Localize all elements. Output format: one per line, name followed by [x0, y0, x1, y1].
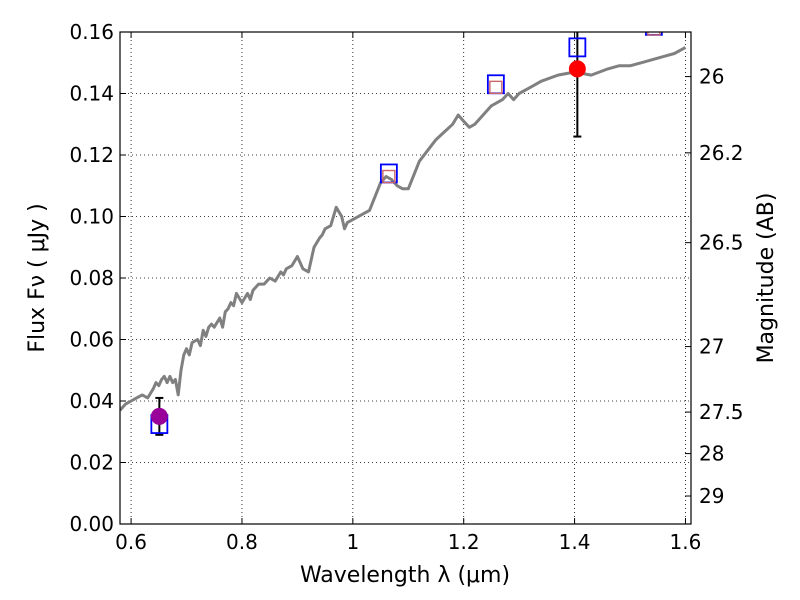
y-tick-label: 0.12	[69, 143, 114, 167]
plot-area	[120, 32, 687, 436]
y-tick-label: 0.10	[69, 205, 114, 229]
y-tick-label: 0.04	[69, 389, 114, 413]
grid-lines	[120, 31, 691, 525]
detection-point	[568, 60, 586, 78]
y-tick-label: 0.14	[69, 82, 114, 106]
y-axis-label: Flux Fν ( μJy )	[25, 203, 50, 352]
y-tick-label: 0.16	[69, 20, 114, 44]
upper-limit-marker	[647, 32, 661, 36]
x-axis-label: Wavelength λ (μm)	[300, 563, 510, 588]
right-tick-label: 29	[699, 484, 724, 508]
right-tick-label: 27	[699, 335, 724, 359]
x-tick-label: 1	[346, 530, 359, 554]
right-tick-label: 28	[699, 442, 724, 466]
x-tick-label: 0.6	[115, 530, 147, 554]
y-tick-label: 0.00	[69, 512, 114, 536]
y-axis-right-label: Magnitude (AB)	[754, 193, 779, 364]
model-spectrum-line	[120, 46, 687, 412]
right-tick-label: 26.2	[699, 141, 744, 165]
y-tick-label: 0.08	[69, 266, 114, 290]
plot-frame	[119, 31, 692, 525]
right-tick-label: 26.5	[699, 231, 744, 255]
x-tick-label: 1.2	[448, 530, 480, 554]
right-tick-label: 27.5	[699, 400, 744, 424]
y-tick-label: 0.02	[69, 451, 114, 475]
detection-point	[150, 407, 168, 425]
x-tick-label: 0.8	[226, 530, 258, 554]
upper-limit-marker	[489, 80, 503, 95]
y-tick-label: 0.06	[69, 328, 114, 352]
right-tick-label: 26	[699, 65, 724, 89]
x-tick-label: 1.4	[559, 530, 591, 554]
x-tick-label: 1.6	[670, 530, 702, 554]
axis-ticks: 0.6 0.8 1 1.2 1.4 1.6 0.00 0.02 0.04 0.06 0.08 0.10…	[69, 20, 743, 554]
model-photometry-marker	[568, 37, 587, 58]
upper-limit-marker	[382, 169, 396, 184]
